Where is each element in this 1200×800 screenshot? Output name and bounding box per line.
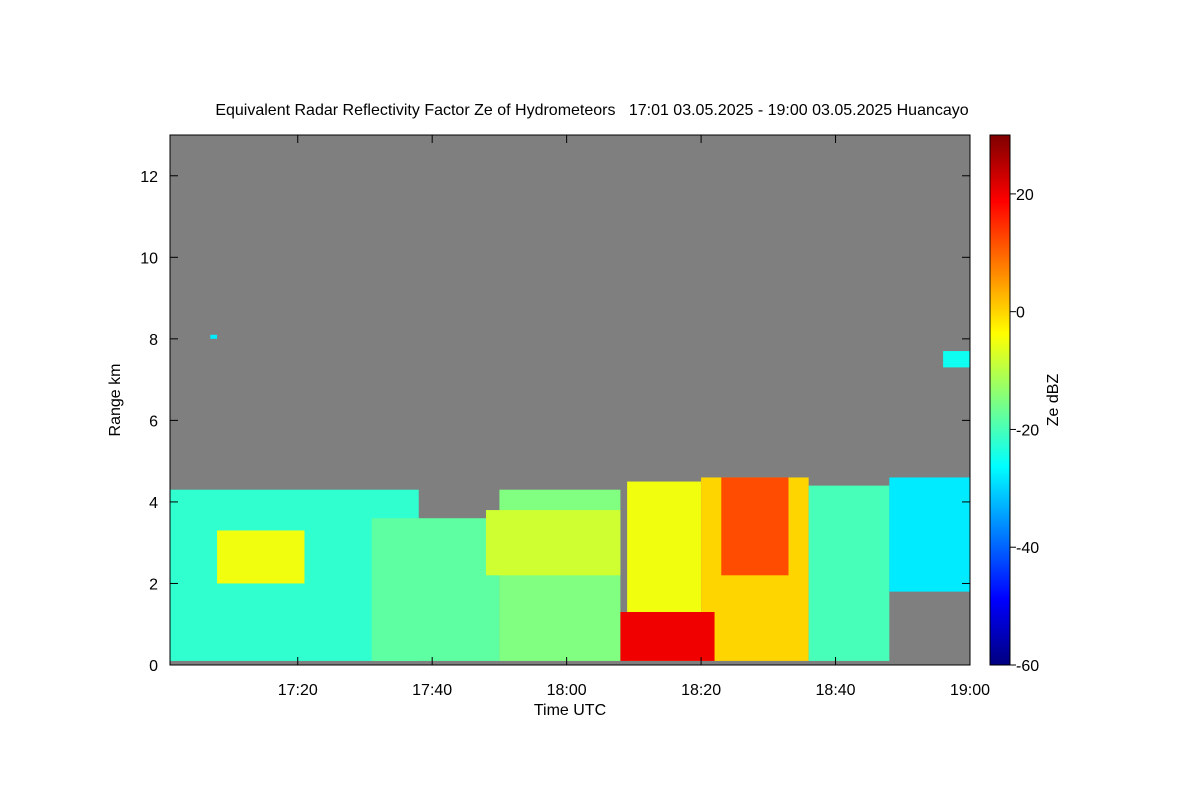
echo-region	[808, 485, 890, 661]
x-tick-label: 17:20	[278, 682, 318, 699]
y-tick-label: 6	[149, 413, 158, 430]
y-tick-label: 12	[140, 169, 158, 186]
y-axis: 0 2 4 6 8 10 12	[140, 169, 970, 675]
y-tick-label: 4	[149, 495, 158, 512]
x-tick-label: 18:40	[816, 682, 856, 699]
echo-region	[217, 530, 305, 584]
echo-region	[721, 477, 789, 576]
echo-region	[210, 334, 218, 339]
colorbar-tick-label: -60	[1016, 658, 1039, 675]
echo-region	[371, 518, 500, 661]
echo-region	[943, 351, 970, 368]
x-tick-label: 17:40	[412, 682, 452, 699]
colorbar-tick-label: 0	[1016, 305, 1025, 322]
colorbar-tick-label: -40	[1016, 540, 1039, 557]
chart-title: Equivalent Radar Reflectivity Factor Ze …	[215, 102, 968, 119]
echo-regions	[170, 334, 970, 661]
x-axis-label: Time UTC	[534, 702, 606, 719]
echo-region	[620, 612, 715, 661]
colorbar-label: Ze dBZ	[1045, 374, 1062, 427]
colorbar-tick-label: -20	[1016, 422, 1039, 439]
x-tick-label: 18:00	[547, 682, 587, 699]
y-tick-label: 2	[149, 576, 158, 593]
plot-frame	[169, 134, 971, 666]
echo-region	[485, 510, 621, 576]
x-axis: 17:20 17:40 18:00 18:20 18:40 19:00	[278, 135, 990, 699]
y-tick-label: 8	[149, 332, 158, 349]
colorbar-ticks: 20 0 -20 -40 -60	[1010, 187, 1039, 675]
colorbar	[989, 134, 1011, 666]
colorbar-tick-label: 20	[1016, 187, 1034, 204]
y-tick-label: 10	[140, 250, 158, 267]
x-tick-label: 18:20	[681, 682, 721, 699]
x-tick-label: 19:00	[950, 682, 990, 699]
y-axis-label: Range km	[107, 364, 124, 437]
y-tick-label: 0	[149, 658, 158, 675]
echo-region	[889, 477, 970, 592]
